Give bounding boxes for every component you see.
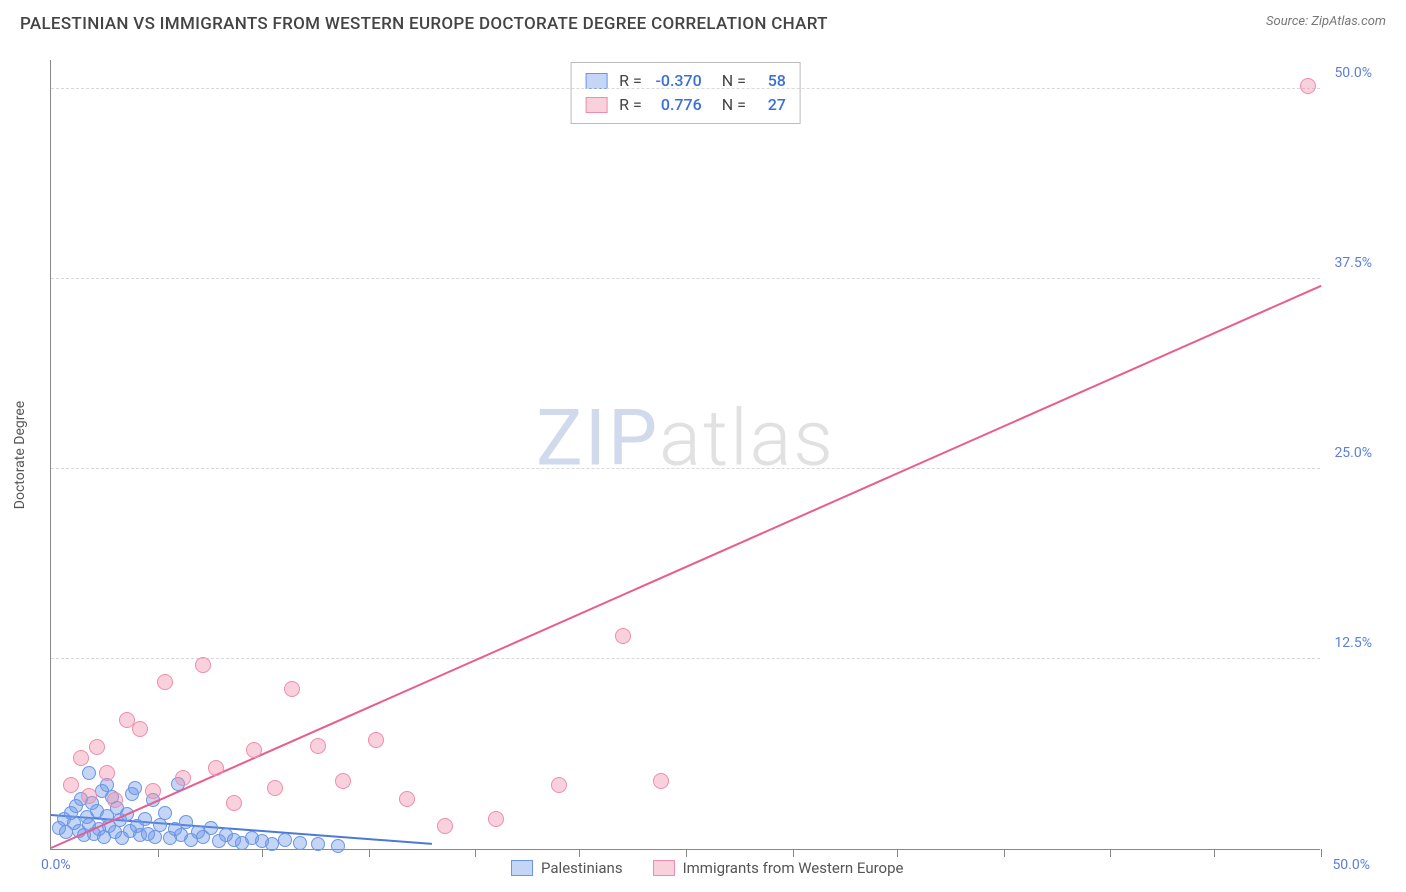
grid-line xyxy=(51,88,1320,89)
data-point-immigrants_we xyxy=(368,732,384,748)
data-point-immigrants_we xyxy=(284,681,300,697)
x-tick xyxy=(579,849,580,857)
data-point-palestinians xyxy=(331,839,345,853)
data-point-palestinians xyxy=(82,766,96,780)
data-point-immigrants_we xyxy=(226,795,242,811)
source-label: Source: ZipAtlas.com xyxy=(1266,14,1386,29)
correlation-stats-legend: R = -0.370 N = 58 R = 0.776 N = 27 xyxy=(570,62,801,124)
scatter-chart: ZIPatlas R =-0.370N =58R =0.776N =27 0.0… xyxy=(50,60,1370,850)
y-tick-label: 12.5% xyxy=(1324,635,1372,651)
grid-line xyxy=(51,278,1320,279)
n-label: N = xyxy=(722,93,746,117)
data-point-immigrants_we xyxy=(195,657,211,673)
data-point-immigrants_we xyxy=(99,765,115,781)
data-point-immigrants_we xyxy=(246,742,262,758)
data-point-immigrants_we xyxy=(132,721,148,737)
chart-title: PALESTINIAN VS IMMIGRANTS FROM WESTERN E… xyxy=(20,14,828,34)
x-tick xyxy=(158,849,159,857)
data-point-immigrants_we xyxy=(208,760,224,776)
x-axis-origin-label: 0.0% xyxy=(41,857,71,873)
r-value: 0.776 xyxy=(654,93,702,117)
watermark: ZIPatlas xyxy=(536,393,835,484)
data-point-immigrants_we xyxy=(89,739,105,755)
r-value: -0.370 xyxy=(654,69,702,93)
data-point-palestinians xyxy=(179,815,193,829)
x-tick xyxy=(1214,849,1215,857)
legend-swatch xyxy=(585,97,607,113)
r-label: R = xyxy=(619,69,642,93)
r-label: R = xyxy=(619,93,642,117)
x-tick xyxy=(1004,849,1005,857)
legend-swatch xyxy=(511,860,533,876)
data-point-palestinians xyxy=(293,836,307,850)
n-value: 58 xyxy=(758,69,786,93)
data-point-immigrants_we xyxy=(175,770,191,786)
x-tick xyxy=(793,849,794,857)
plot-region: ZIPatlas R =-0.370N =58R =0.776N =27 0.0… xyxy=(50,60,1320,850)
data-point-immigrants_we xyxy=(73,750,89,766)
watermark-atlas: atlas xyxy=(659,393,835,484)
n-label: N = xyxy=(722,69,746,93)
data-point-immigrants_we xyxy=(157,674,173,690)
x-tick xyxy=(262,849,263,857)
y-axis-label: Doctorate Degree xyxy=(12,401,28,509)
x-tick xyxy=(369,849,370,857)
data-point-immigrants_we xyxy=(107,792,123,808)
data-point-palestinians xyxy=(311,837,325,851)
legend-label: Palestinians xyxy=(541,859,623,877)
data-point-immigrants_we xyxy=(310,738,326,754)
x-tick xyxy=(1110,849,1111,857)
legend-swatch xyxy=(585,73,607,89)
data-point-immigrants_we xyxy=(63,777,79,793)
data-point-immigrants_we xyxy=(615,628,631,644)
x-tick xyxy=(686,849,687,857)
y-tick-label: 25.0% xyxy=(1324,445,1372,461)
y-tick-label: 37.5% xyxy=(1324,255,1372,271)
data-point-immigrants_we xyxy=(399,791,415,807)
watermark-zip: ZIP xyxy=(536,393,659,484)
data-point-palestinians xyxy=(204,821,218,835)
data-point-palestinians xyxy=(278,833,292,847)
x-tick xyxy=(475,849,476,857)
grid-line xyxy=(51,468,1320,469)
data-point-palestinians xyxy=(148,830,162,844)
x-axis-max-label: 50.0% xyxy=(1332,857,1370,873)
trend-line-immigrants_we xyxy=(51,285,1322,849)
stats-row-palestinians: R = -0.370 N = 58 xyxy=(585,69,786,93)
data-point-immigrants_we xyxy=(1300,78,1316,94)
n-value: 27 xyxy=(758,93,786,117)
legend-label: Immigrants from Western Europe xyxy=(683,859,904,877)
legend-item-palestinians: Palestinians xyxy=(511,859,623,877)
data-point-immigrants_we xyxy=(551,777,567,793)
x-tick xyxy=(1321,849,1322,857)
data-point-immigrants_we xyxy=(488,811,504,827)
y-tick-label: 50.0% xyxy=(1324,65,1372,81)
data-point-immigrants_we xyxy=(267,780,283,796)
data-point-palestinians xyxy=(153,818,167,832)
data-point-palestinians xyxy=(138,812,152,826)
data-point-immigrants_we xyxy=(653,773,669,789)
data-point-immigrants_we xyxy=(81,788,97,804)
data-point-immigrants_we xyxy=(335,773,351,789)
legend-swatch xyxy=(653,860,675,876)
series-legend: Palestinians Immigrants from Western Euro… xyxy=(511,859,903,877)
data-point-immigrants_we xyxy=(437,818,453,834)
stats-row-immigrants_we: R = 0.776 N = 27 xyxy=(585,93,786,117)
grid-line xyxy=(51,658,1320,659)
x-tick xyxy=(897,849,898,857)
data-point-palestinians xyxy=(158,806,172,820)
data-point-immigrants_we xyxy=(145,783,161,799)
legend-item-immigrants_we: Immigrants from Western Europe xyxy=(653,859,904,877)
data-point-palestinians xyxy=(128,781,142,795)
